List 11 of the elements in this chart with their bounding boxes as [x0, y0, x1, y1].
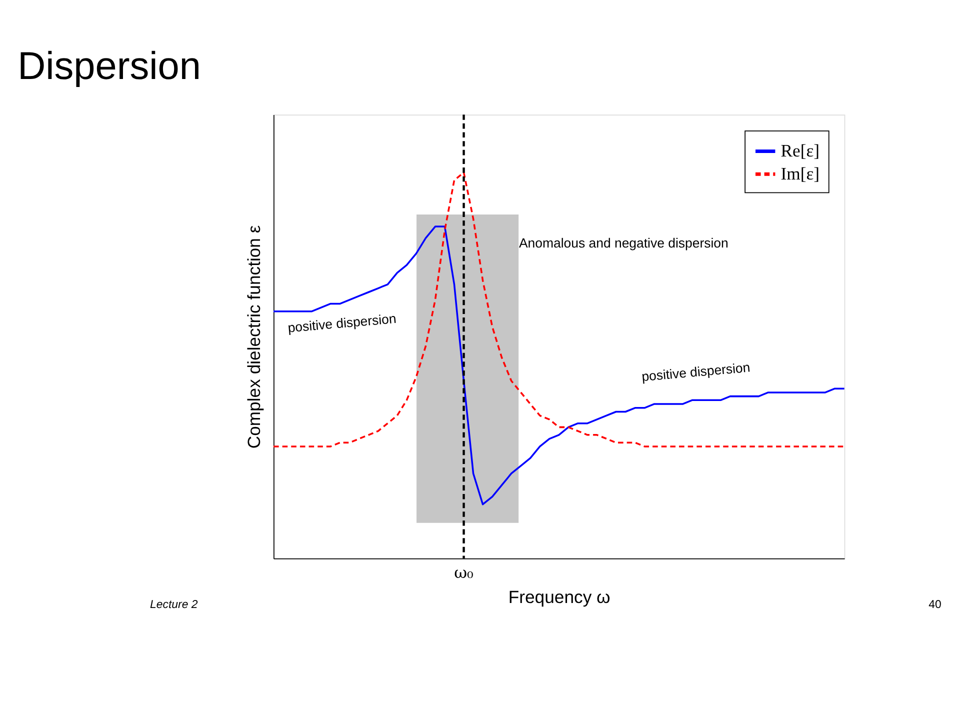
- text: ω₀: [454, 562, 474, 582]
- legend-label: Re[ε]: [780, 140, 820, 161]
- text: 40: [928, 598, 942, 611]
- legend-label: Im[ε]: [780, 163, 820, 184]
- annotation: positive dispersion: [641, 360, 751, 384]
- chart-title: Dispersion: [18, 45, 201, 88]
- x-axis-title: Frequency ω: [508, 586, 611, 607]
- text: Lecture 2: [150, 598, 198, 611]
- annotation: Anomalous and negative dispersion: [518, 236, 728, 251]
- annotation: positive dispersion: [287, 310, 397, 336]
- y-axis-title: Complex dielectric function ε: [244, 225, 264, 449]
